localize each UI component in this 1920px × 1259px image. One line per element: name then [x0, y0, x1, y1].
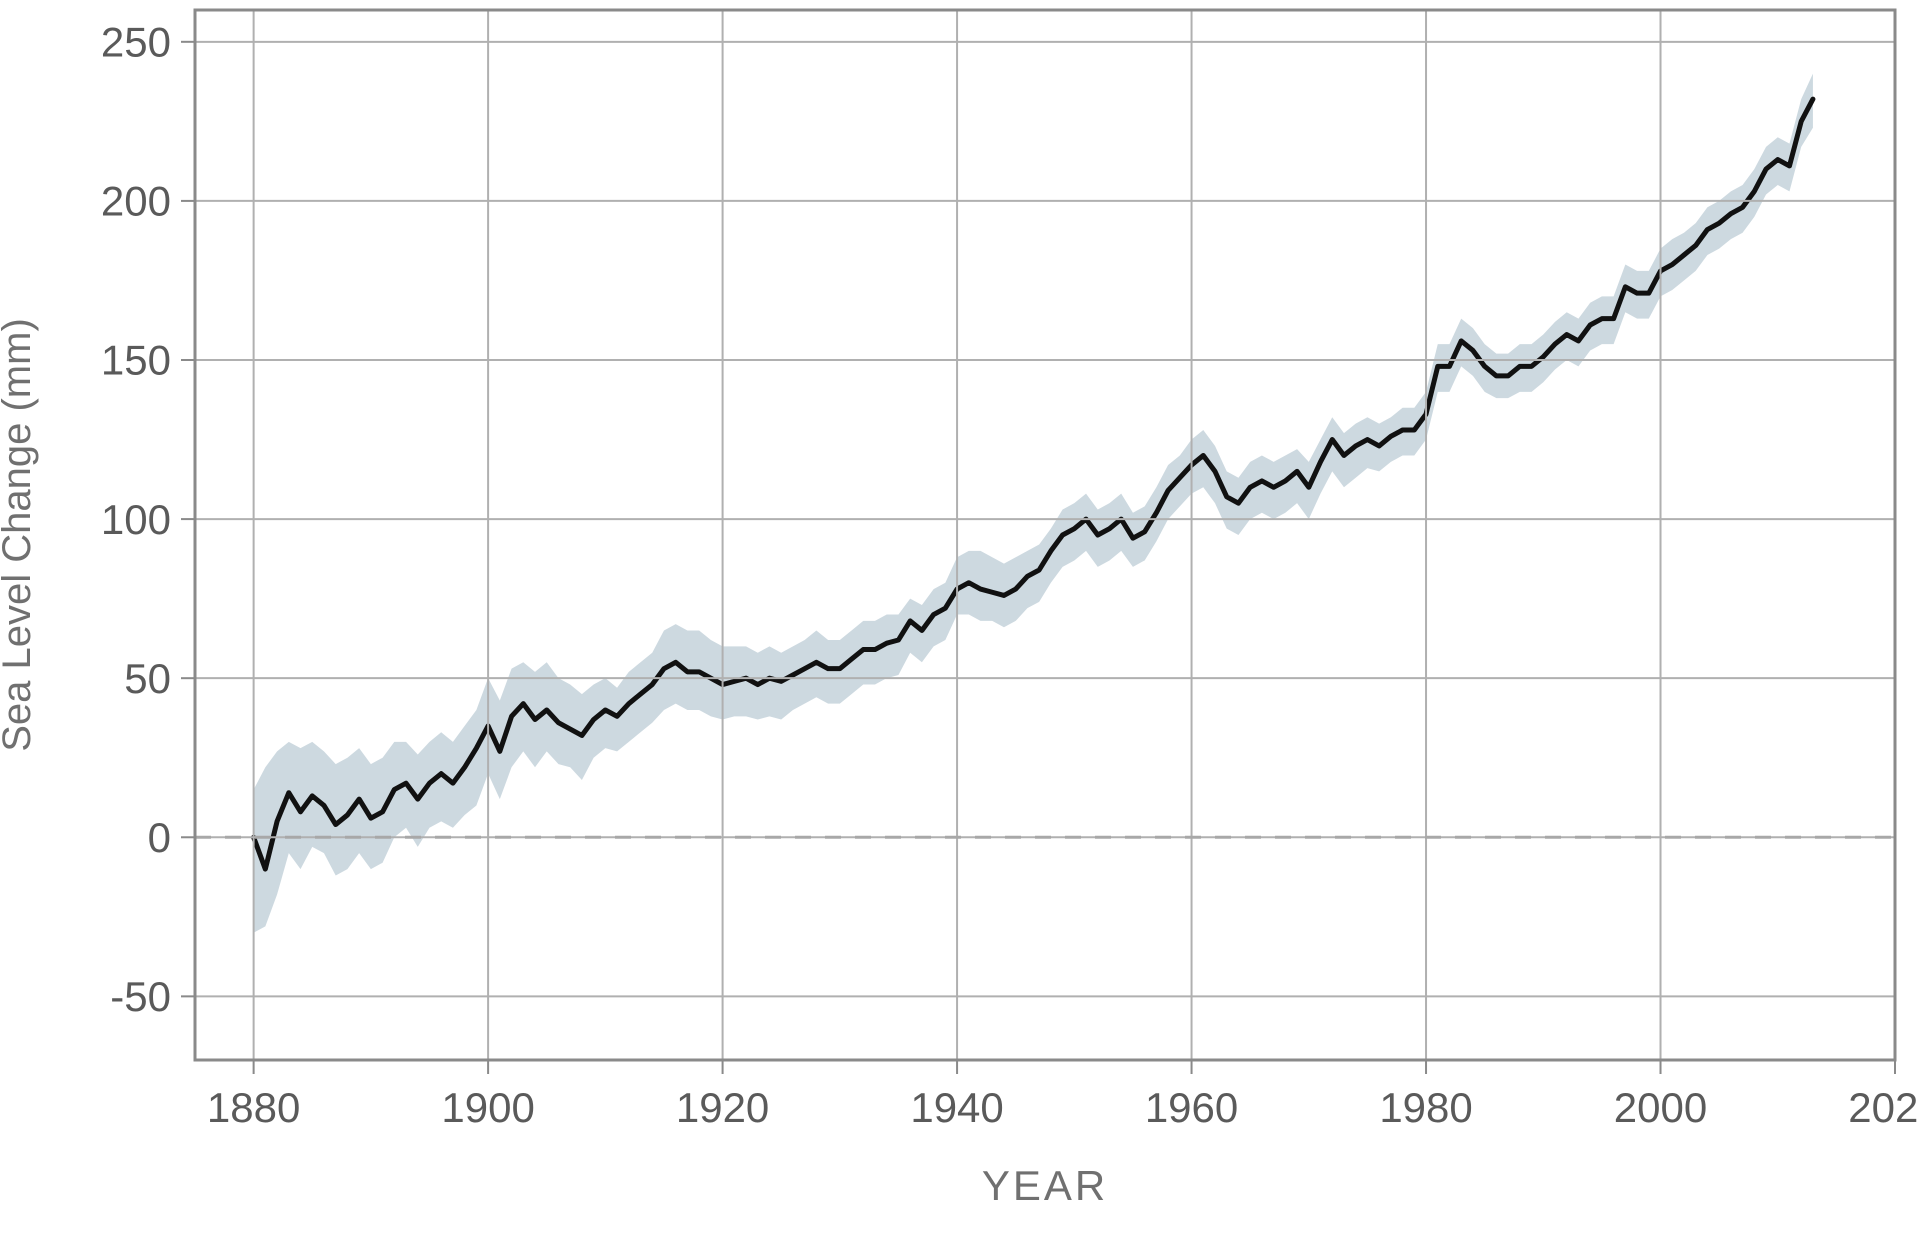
- x-axis-label: YEAR: [982, 1162, 1108, 1209]
- y-tick-label: 200: [101, 178, 171, 225]
- y-tick-label: 50: [124, 655, 171, 702]
- x-tick-label: 1980: [1379, 1084, 1472, 1131]
- x-tick-label: 1960: [1145, 1084, 1238, 1131]
- x-tick-label: 1880: [207, 1084, 300, 1131]
- y-tick-label: 250: [101, 19, 171, 66]
- x-tick-label: 1900: [441, 1084, 534, 1131]
- sea-level-chart: 1880 1900 1920 1940 1960 1980 2000 2020 -50 0 50 10…: [0, 0, 1920, 1259]
- y-tick-label: 0: [148, 814, 171, 861]
- x-tick-label: 2000: [1614, 1084, 1707, 1131]
- y-tick-label: 100: [101, 496, 171, 543]
- y-tick-label: 150: [101, 337, 171, 384]
- x-tick-label: 1920: [676, 1084, 769, 1131]
- chart-svg: 1880 1900 1920 1940 1960 1980 2000 2020 -50 0 50 10…: [0, 0, 1920, 1259]
- x-tick-label: 2020: [1848, 1084, 1920, 1131]
- y-axis-label: Sea Level Change (mm): [0, 318, 39, 752]
- x-tick-label: 1940: [910, 1084, 1003, 1131]
- y-tick-label: -50: [110, 973, 171, 1020]
